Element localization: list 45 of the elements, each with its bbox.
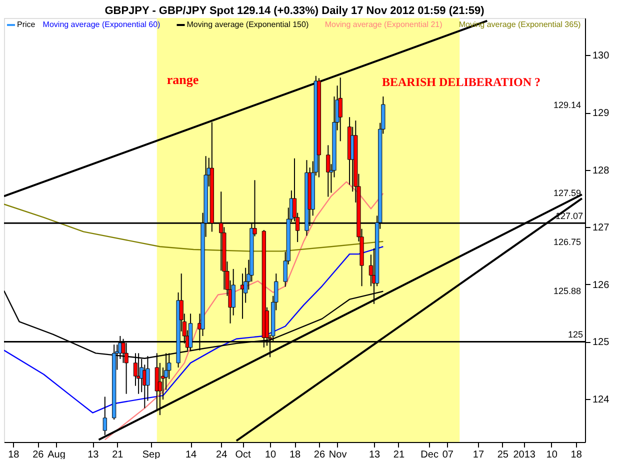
band-label: range: [166, 72, 199, 87]
line-series: [4, 204, 384, 252]
candlestick: [158, 362, 162, 416]
y-tick-label: 128: [592, 165, 610, 176]
legend-label: Moving average (Exponential 150): [186, 20, 309, 29]
x-tick-label: 26: [314, 450, 326, 460]
x-tick-label: 13: [88, 450, 100, 460]
chart-title: GBPJPY - GBP/JPY Spot 129.14 (+0.33%) Daily 17 Nov 2012 01:59 (21:59): [104, 5, 485, 17]
y-tick-label: 127: [592, 222, 610, 234]
x-tick-label: 24: [216, 450, 228, 460]
annotation: 126.75: [553, 237, 581, 247]
candlestick: [102, 396, 107, 436]
x-tick-label: 21: [112, 450, 124, 460]
x-tick-label: Nov: [328, 450, 347, 460]
y-tick-label: 129: [592, 108, 610, 120]
candlestick: [338, 77, 342, 142]
text: Moving average (Exponential 21): [324, 20, 443, 29]
y-tick-label: 126: [592, 280, 610, 291]
x-tick-label: 10: [546, 450, 558, 460]
annotation: 129.14: [553, 100, 581, 110]
line-series: [104, 181, 384, 440]
y-tick-label: 130: [592, 50, 610, 62]
x-tick-label: 17: [472, 450, 484, 460]
x-tick-label: 18: [8, 450, 20, 460]
x-tick-label: 2013: [513, 450, 536, 460]
legend-label: Price: [17, 20, 36, 29]
y-tick-label: 124: [592, 394, 610, 406]
y-tick-label: 125: [592, 337, 610, 348]
annotation: 127.59: [553, 188, 581, 198]
ref-line-label: 125: [568, 330, 583, 340]
x-tick-label: 26: [32, 450, 44, 460]
text: Moving average (Exponential 60): [42, 20, 161, 29]
x-tick-label: Dec: [420, 450, 438, 460]
x-tick-label: 13: [368, 450, 381, 460]
x-tick-label: 14: [185, 450, 198, 460]
x-tick-label: 07: [442, 450, 454, 460]
x-tick-label: 25: [497, 450, 509, 460]
x-tick-label: Oct: [235, 450, 252, 460]
x-tick-label: 18: [570, 450, 582, 460]
x-tick-label: 21: [393, 450, 405, 460]
annotation: BEARISH DELIBERATION ?: [382, 75, 540, 89]
x-tick-label: 10: [264, 450, 277, 460]
annotation: 125.88: [553, 286, 581, 296]
line-series: [4, 246, 384, 414]
x-tick-label: 18: [289, 450, 301, 460]
